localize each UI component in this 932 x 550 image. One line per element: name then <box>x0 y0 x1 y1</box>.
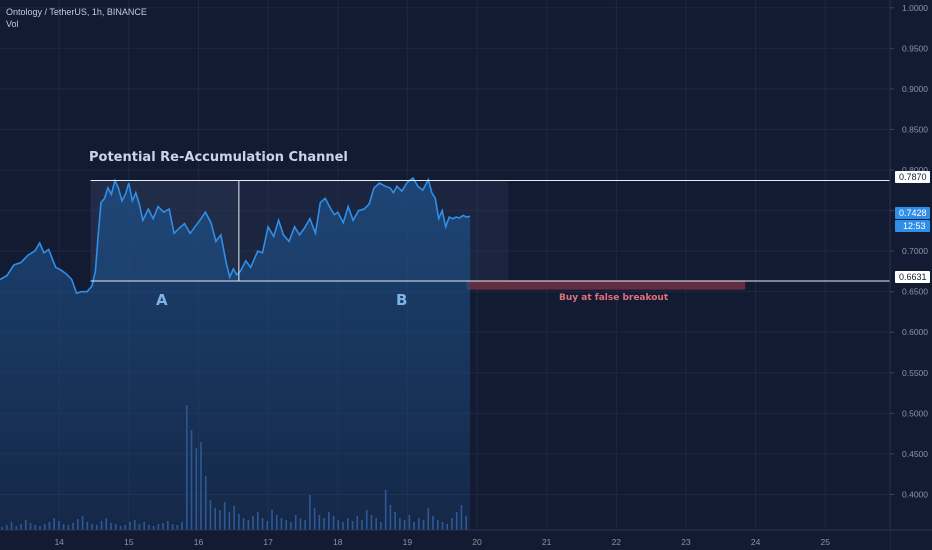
price-tick-3: 0.8500 <box>902 124 928 134</box>
time-tick-10: 24 <box>751 537 761 547</box>
price-area <box>0 176 471 530</box>
resistance-badge-bg <box>895 171 930 183</box>
price-line <box>0 176 471 295</box>
current-price-badge-bg <box>895 207 930 219</box>
time-tick-1: 15 <box>124 537 134 547</box>
price-tick-6: 0.7000 <box>902 246 928 256</box>
price-tick-4: 0.8000 <box>902 165 928 175</box>
time-tick-3: 17 <box>263 537 273 547</box>
price-tick-9: 0.5500 <box>902 368 928 378</box>
time-tick-9: 23 <box>681 537 691 547</box>
price-tick-10: 0.5000 <box>902 408 928 418</box>
volume-indicator-label[interactable]: Vol <box>6 19 19 29</box>
chart-legend: Ontology / TetherUS, 1h, BINANCE Vol <box>6 6 147 30</box>
time-tick-2: 16 <box>194 537 204 547</box>
time-tick-11: 25 <box>821 537 831 547</box>
support-badge-bg <box>895 271 930 283</box>
time-tick-5: 19 <box>403 537 413 547</box>
symbol-title[interactable]: Ontology / TetherUS, 1h, BINANCE <box>6 7 147 17</box>
time-tick-6: 20 <box>472 537 482 547</box>
buy-label: Buy at false breakout <box>559 293 669 303</box>
label-b: B <box>396 291 407 309</box>
price-tick-1: 0.9500 <box>902 43 928 53</box>
time-tick-0: 14 <box>54 537 64 547</box>
support-badge: 0.6631 <box>899 272 927 282</box>
price-tick-8: 0.6000 <box>902 327 928 337</box>
price-tick-2: 0.9000 <box>902 84 928 94</box>
current-price-badge: 0.7428 <box>899 208 927 218</box>
price-tick-7: 0.6500 <box>902 287 928 297</box>
label-a: A <box>156 291 168 309</box>
channel-lines <box>90 180 890 282</box>
buy-zone <box>466 281 746 290</box>
price-badges: 0.7870 0.6631 0.7428 12:53 <box>895 171 930 283</box>
time-tick-4: 18 <box>333 537 343 547</box>
price-tick-12: 0.4000 <box>902 489 928 499</box>
time-tick-7: 21 <box>542 537 552 547</box>
countdown-badge: 12:53 <box>903 221 926 231</box>
time-axis[interactable]: 14 15 16 17 18 19 20 21 22 23 24 25 <box>0 529 932 550</box>
time-tick-8: 22 <box>612 537 622 547</box>
resistance-badge: 0.7870 <box>899 172 927 182</box>
time-axis-bg <box>0 530 890 550</box>
annotations: Potential Re-Accumulation Channel A B Bu… <box>89 150 669 309</box>
price-area-fill <box>0 178 471 530</box>
price-tick-11: 0.4500 <box>902 449 928 459</box>
channel-title: Potential Re-Accumulation Channel <box>89 150 348 165</box>
countdown-badge-bg <box>895 220 930 232</box>
price-tick-0: 1.0000 <box>902 3 928 13</box>
